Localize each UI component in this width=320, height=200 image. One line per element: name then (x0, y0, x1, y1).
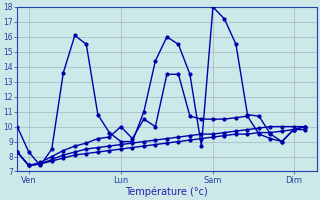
X-axis label: Température (°c): Température (°c) (125, 186, 208, 197)
